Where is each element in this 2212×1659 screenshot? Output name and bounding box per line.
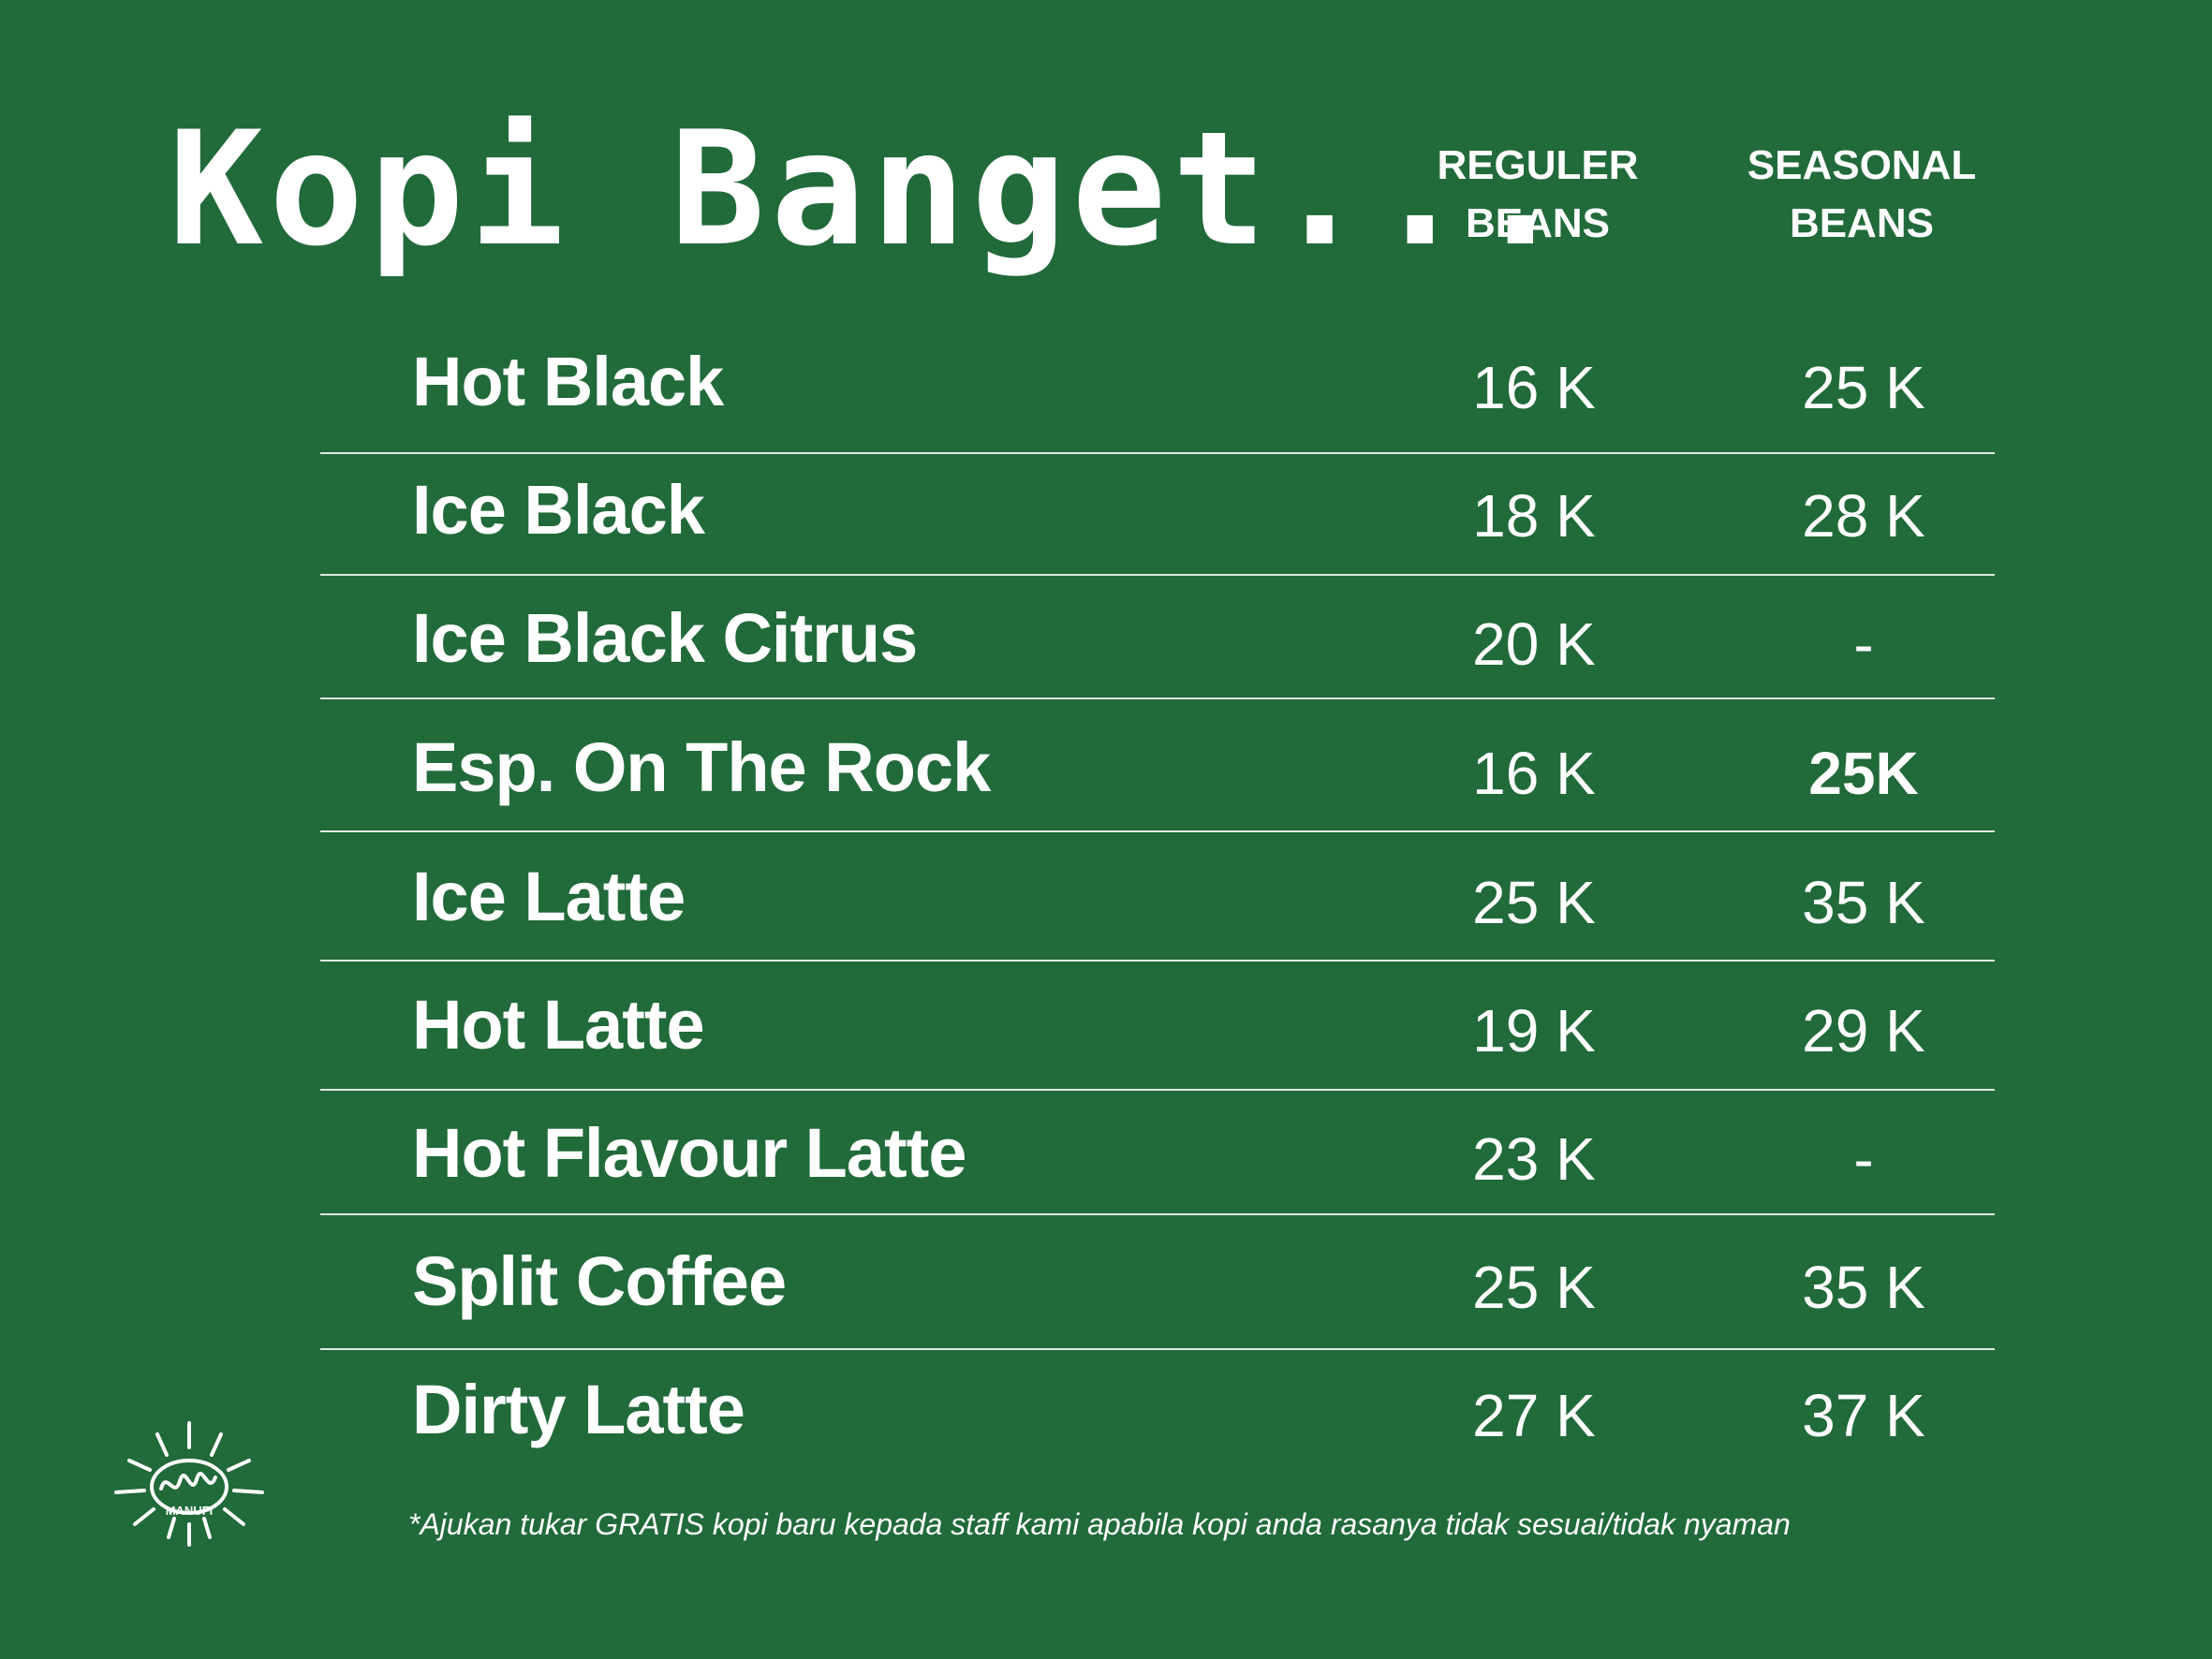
row-divider (320, 1348, 1995, 1350)
logo-brand-text: MANUFI (166, 1504, 214, 1518)
price-regular: 20 K (1472, 610, 1596, 678)
row-divider (320, 697, 1995, 699)
menu-row-hot-flavour-latte: Hot Flavour Latte 23 K - (0, 1114, 2212, 1194)
item-name: Ice Latte (412, 858, 686, 935)
item-name: Hot Latte (412, 986, 705, 1064)
item-name: Hot Flavour Latte (412, 1114, 966, 1192)
column-header-seasonal-line2: BEANS (1789, 200, 1935, 246)
footnote: *Ajukan tukar GRATIS kopi baru kepada st… (408, 1507, 1791, 1541)
item-name: Esp. On The Rock (412, 728, 991, 806)
price-seasonal: 35 K (1802, 1254, 1925, 1321)
row-divider (320, 452, 1995, 454)
price-seasonal: 37 K (1802, 1382, 1925, 1449)
price-regular: 18 K (1472, 482, 1596, 550)
price-regular: 27 K (1472, 1382, 1596, 1449)
row-divider (320, 1213, 1995, 1215)
price-regular: 23 K (1472, 1125, 1596, 1193)
price-seasonal: 29 K (1802, 997, 1925, 1064)
row-divider (320, 574, 1995, 576)
column-header-regular-line1: REGULER (1437, 142, 1639, 188)
price-regular: 25 K (1472, 869, 1596, 936)
menu-row-dirty-latte: Dirty Latte 27 K 37 K (0, 1371, 2212, 1450)
menu-row-esp-on-the-rock: Esp. On The Rock 16 K 25K (0, 728, 2212, 808)
price-seasonal: 35 K (1802, 869, 1925, 936)
menu-row-ice-black: Ice Black 18 K 28 K (0, 471, 2212, 551)
price-seasonal: 25K (1808, 740, 1919, 807)
price-regular: 16 K (1472, 354, 1596, 421)
row-divider (320, 830, 1995, 832)
price-seasonal: 25 K (1802, 354, 1925, 421)
column-header-seasonal-line1: SEASONAL (1747, 142, 1977, 188)
item-name: Hot Black (412, 343, 724, 420)
item-name: Split Coffee (412, 1242, 787, 1320)
item-name: Ice Black Citrus (412, 599, 918, 677)
item-name: Dirty Latte (412, 1371, 745, 1448)
price-seasonal: - (1853, 1125, 1874, 1193)
price-regular: 19 K (1472, 997, 1596, 1064)
menu-row-split-coffee: Split Coffee 25 K 35 K (0, 1242, 2212, 1322)
menu-row-ice-black-citrus: Ice Black Citrus 20 K - (0, 599, 2212, 679)
menu-title: Kopi Banget... (169, 97, 1574, 281)
menu-row-hot-black: Hot Black 16 K 25 K (0, 343, 2212, 422)
sun-bean-logo-icon: MANUFI (114, 1421, 264, 1547)
price-regular: 25 K (1472, 1254, 1596, 1321)
column-header-seasonal-beans: SEASONAL BEANS (1712, 137, 2012, 253)
price-regular: 16 K (1472, 740, 1596, 807)
row-divider (320, 960, 1995, 962)
item-name: Ice Black (412, 471, 705, 549)
price-seasonal: - (1853, 610, 1874, 678)
price-seasonal: 28 K (1802, 482, 1925, 550)
column-header-regular-beans: REGULER BEANS (1388, 137, 1688, 253)
column-header-regular-line2: BEANS (1465, 200, 1611, 246)
menu-row-ice-latte: Ice Latte 25 K 35 K (0, 858, 2212, 937)
row-divider (320, 1089, 1995, 1091)
menu-row-hot-latte: Hot Latte 19 K 29 K (0, 986, 2212, 1065)
